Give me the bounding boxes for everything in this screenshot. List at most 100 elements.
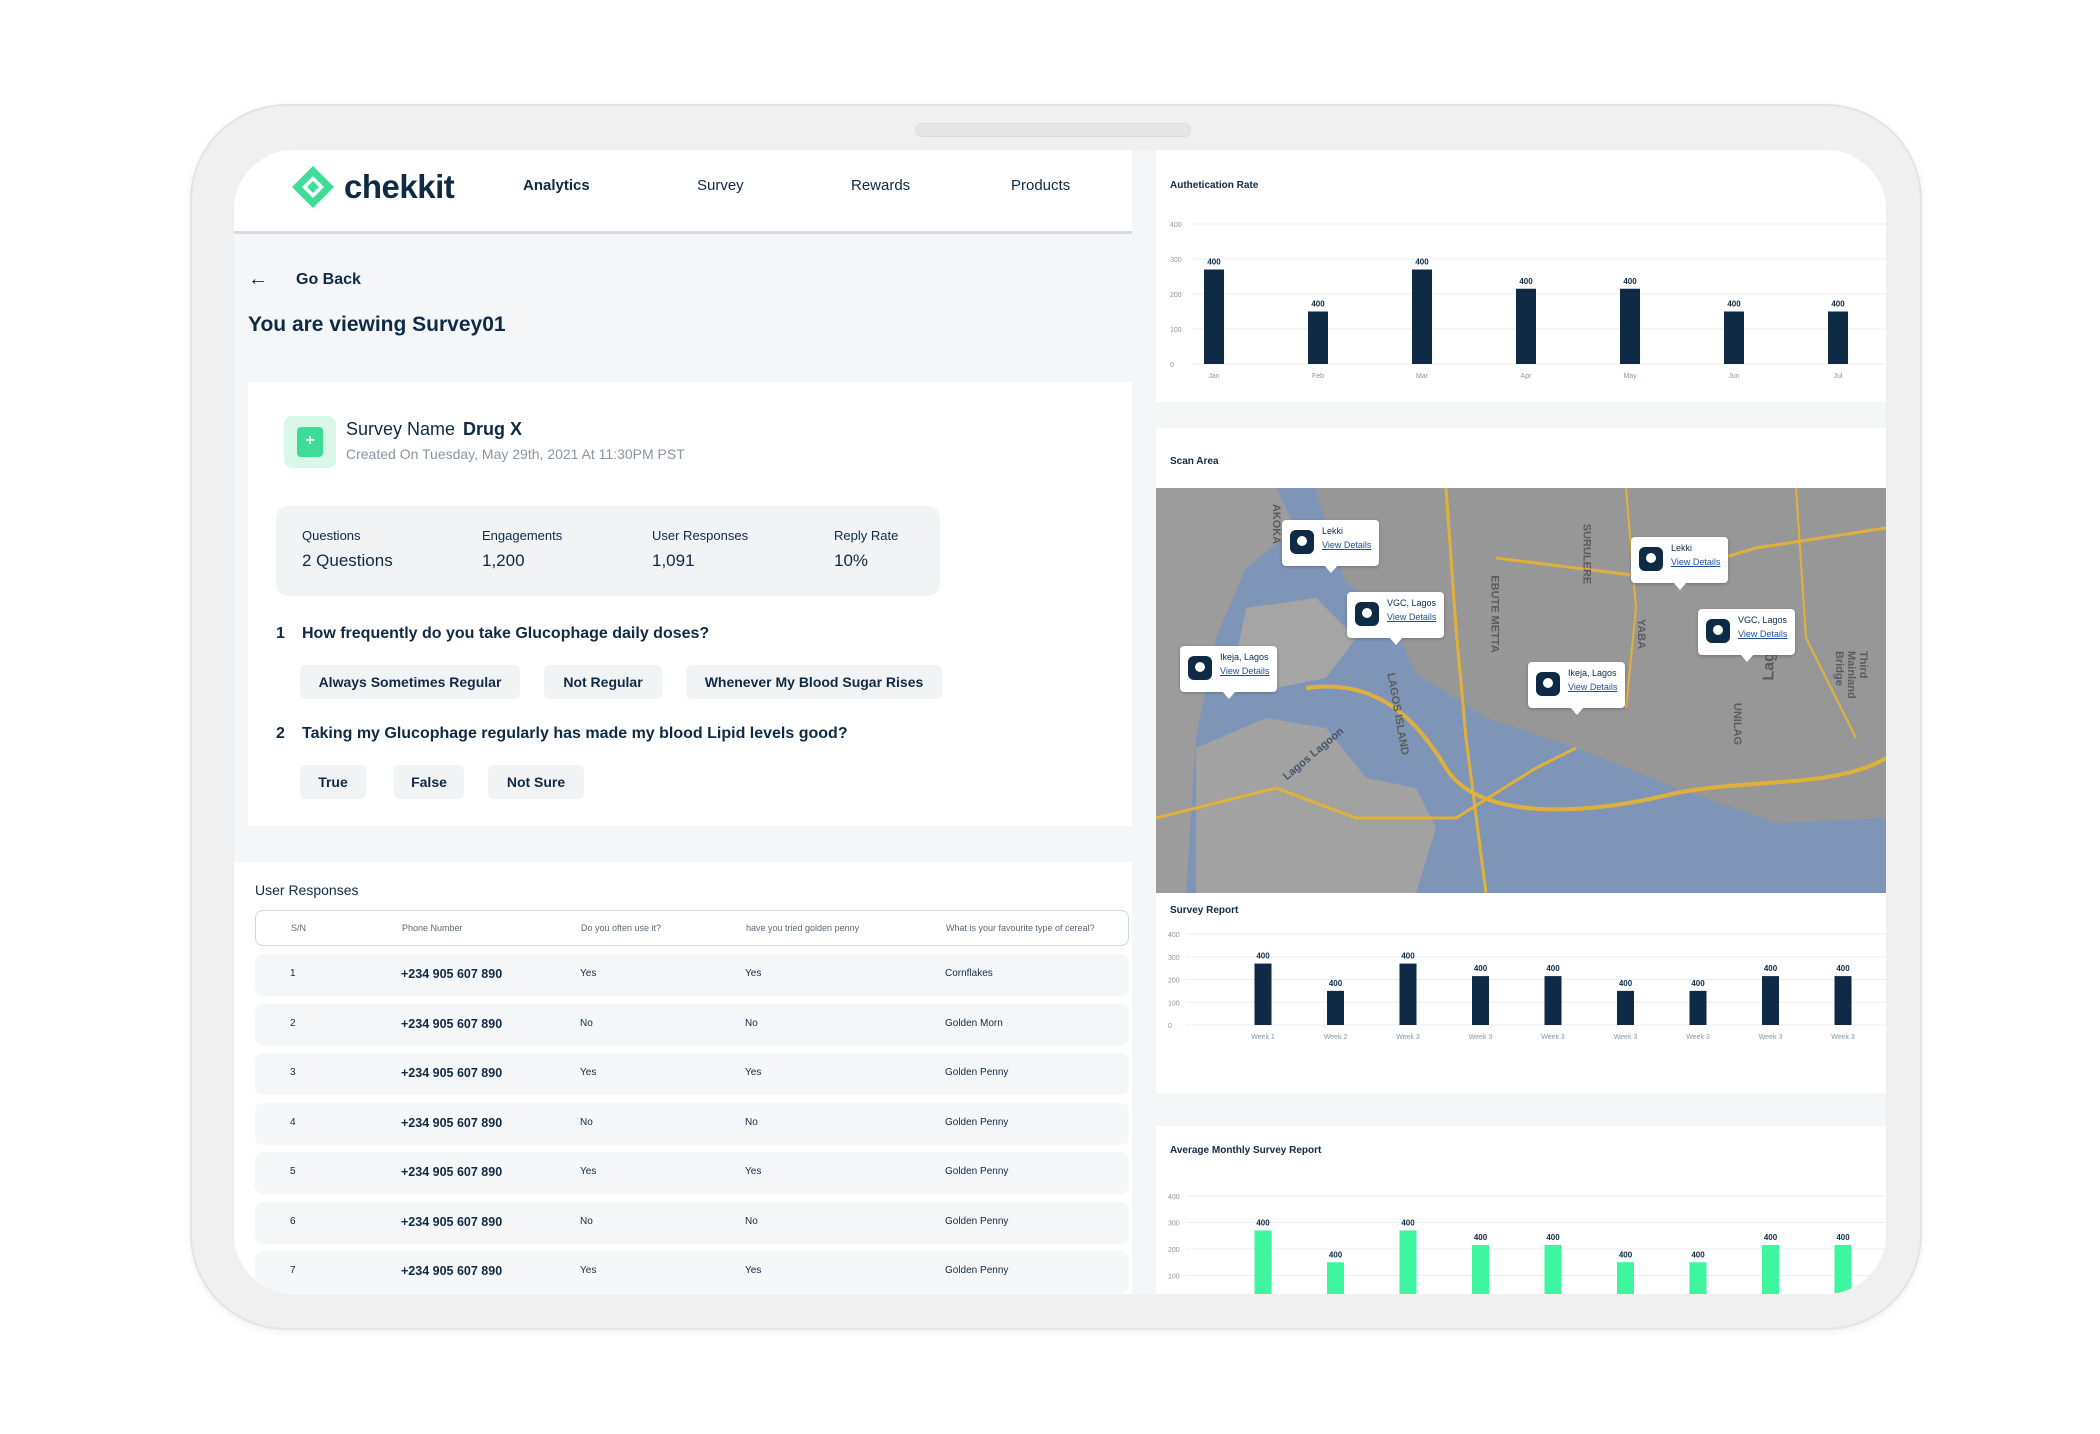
chart-bar[interactable] — [1689, 990, 1707, 1025]
nav-rewards[interactable]: Rewards — [851, 177, 911, 194]
question-1: 1 How frequently do you take Glucophage d… — [276, 625, 709, 643]
y-tick-label: 300 — [1168, 1221, 1180, 1228]
nav-survey[interactable]: Survey — [697, 177, 744, 194]
chart-bar[interactable] — [1544, 1245, 1562, 1294]
nav-analytics[interactable]: Analytics — [523, 177, 590, 194]
y-tick-label: 100 — [1168, 1000, 1180, 1007]
survey-report-chart: 0 100 200 300 400 400 Week 1 400 Week 2 400 Week 3… — [1168, 932, 1886, 1041]
chart-bar[interactable] — [1834, 976, 1852, 1025]
chart-bar[interactable] — [1412, 269, 1432, 365]
arrow-left-icon: ← — [248, 268, 268, 290]
chart-bar[interactable] — [1472, 976, 1489, 1025]
option-chip[interactable]: Not Regular — [544, 665, 662, 699]
stat-value: 10% — [834, 551, 869, 570]
survey-created-date: Created On Tuesday, May 29th, 2021 At 11… — [346, 446, 685, 462]
option-chip[interactable]: Whenever My Blood Sugar Rises — [686, 665, 942, 699]
bar-data-label: 400 — [1764, 964, 1778, 973]
map-label: EBUTE METTA — [1488, 575, 1501, 653]
option-chip[interactable]: Always Sometimes Regular — [300, 665, 520, 699]
table-row[interactable]: 6 +234 905 607 890 No No Golden Penny — [255, 1201, 1129, 1244]
chart-bar[interactable] — [1834, 1245, 1852, 1294]
chart-bar[interactable] — [1828, 311, 1848, 365]
table-row[interactable]: 4 +234 905 607 890 No No Golden Penny — [255, 1102, 1129, 1145]
brand-logo[interactable]: chekkit — [290, 164, 455, 210]
chart-bar[interactable] — [1204, 269, 1224, 365]
map-pin[interactable]: Lekki View Details — [1631, 537, 1729, 590]
table-cell: No — [745, 1017, 758, 1029]
scan-area-map[interactable]: EBUTE METTA Lagos YABA SURULERE LAGOS IS… — [1156, 488, 1886, 893]
chart-bar[interactable] — [1254, 963, 1272, 1025]
chart-bar[interactable] — [1254, 1230, 1272, 1294]
bar-data-label: 400 — [1329, 979, 1343, 988]
location-pin-icon — [1188, 656, 1212, 680]
bar-data-label: 400 — [1474, 1233, 1488, 1242]
map-pin[interactable]: VGC, Lagos View Details — [1698, 609, 1796, 662]
bar-data-label: 400 — [1619, 1250, 1633, 1259]
map-pin[interactable]: Ikeja, Lagos View Details — [1528, 662, 1626, 715]
chart-bar[interactable] — [1724, 311, 1744, 365]
chart-bar[interactable] — [1762, 976, 1779, 1025]
x-tick-label: Week 2 — [1324, 1034, 1348, 1041]
bar-data-label: 400 — [1207, 258, 1221, 267]
table-row[interactable]: 7 +234 905 607 890 Yes Yes Golden Penny — [255, 1251, 1129, 1293]
nav-products[interactable]: Products — [1011, 177, 1071, 194]
table-cell: Yes — [580, 1067, 597, 1078]
go-back-link[interactable]: ← Go Back — [248, 268, 361, 291]
chart-bar[interactable] — [1308, 311, 1328, 365]
pin-label: Lekki — [1322, 526, 1344, 536]
authentication-rate-card: Authetication Rate 0 100 200 300 400 400 Jan 40… — [1156, 150, 1886, 402]
chart-bar[interactable] — [1617, 1262, 1634, 1294]
chart-bar[interactable] — [1327, 1262, 1344, 1294]
survey-panel: chekkit Analytics Survey Rewards Product… — [234, 150, 1132, 1294]
pin-view-details-link[interactable]: View Details — [1738, 629, 1788, 639]
table-cell: 2 — [290, 1017, 296, 1029]
table-row[interactable]: 3 +234 905 607 890 Yes Yes Golden Penny — [255, 1053, 1129, 1095]
table-cell: No — [745, 1116, 758, 1128]
chart-bar[interactable] — [1327, 990, 1344, 1025]
column-header: What is your favourite type of cereal? — [946, 923, 1095, 933]
x-tick-label: Week 3 — [1831, 1034, 1855, 1041]
table-cell: Golden Penny — [945, 1215, 1009, 1227]
stat-label: Questions — [302, 528, 361, 543]
chart-bar[interactable] — [1544, 976, 1562, 1025]
chart-bar[interactable] — [1617, 990, 1634, 1025]
stat-reply-rate: Reply Rate 10% — [834, 528, 898, 571]
user-responses-card: User Responses S/N Phone Number Do you o… — [234, 862, 1132, 1294]
chart-bar[interactable] — [1762, 1245, 1779, 1294]
map-pin[interactable]: VGC, Lagos View Details — [1347, 592, 1445, 645]
survey-name: Survey Name Drug X — [346, 419, 522, 440]
chart-bar[interactable] — [1689, 1262, 1707, 1294]
option-chip[interactable]: False — [394, 765, 464, 799]
chart-bar[interactable] — [1399, 963, 1417, 1025]
table-row[interactable]: 1 +234 905 607 890 Yes Yes Cornflakes — [255, 954, 1129, 996]
pin-view-details-link[interactable]: View Details — [1671, 557, 1721, 567]
stat-value: 2 Questions — [302, 551, 393, 570]
map-label: Third Mainland Bridge — [1833, 651, 1869, 699]
pin-view-details-link[interactable]: View Details — [1322, 540, 1372, 550]
stat-value: 1,200 — [482, 551, 525, 570]
stat-label: User Responses — [652, 528, 749, 543]
map-pin[interactable]: Ikeja, Lagos View Details — [1180, 646, 1278, 699]
stat-questions: Questions 2 Questions — [302, 528, 393, 571]
table-cell: Cornflakes — [945, 968, 993, 979]
location-pin-icon — [1706, 619, 1730, 643]
option-chip[interactable]: True — [300, 765, 366, 799]
option-chip[interactable]: Not Sure — [488, 765, 584, 799]
table-cell: Golden Penny — [945, 1067, 1009, 1078]
chart-bar[interactable] — [1399, 1230, 1417, 1294]
pin-view-details-link[interactable]: View Details — [1387, 612, 1437, 622]
chart-bar[interactable] — [1516, 288, 1536, 364]
table-cell: +234 905 607 890 — [401, 1066, 503, 1080]
bar-data-label: 400 — [1415, 258, 1429, 267]
pin-view-details-link[interactable]: View Details — [1220, 666, 1270, 676]
chart-bar[interactable] — [1620, 288, 1640, 364]
table-row[interactable]: 5 +234 905 607 890 Yes Yes Golden Penny — [255, 1152, 1129, 1194]
column-header: Do you often use it? — [581, 923, 662, 933]
pin-view-details-link[interactable]: View Details — [1568, 682, 1618, 692]
table-cell: Golden Penny — [945, 1166, 1009, 1177]
go-back-label: Go Back — [296, 270, 361, 288]
x-tick-label: Week 3 — [1396, 1034, 1420, 1041]
chart-bar[interactable] — [1472, 1245, 1489, 1294]
table-row[interactable]: 2 +234 905 607 890 No No Golden Morn — [255, 1003, 1129, 1046]
map-pin[interactable]: Lekki View Details — [1282, 520, 1380, 573]
